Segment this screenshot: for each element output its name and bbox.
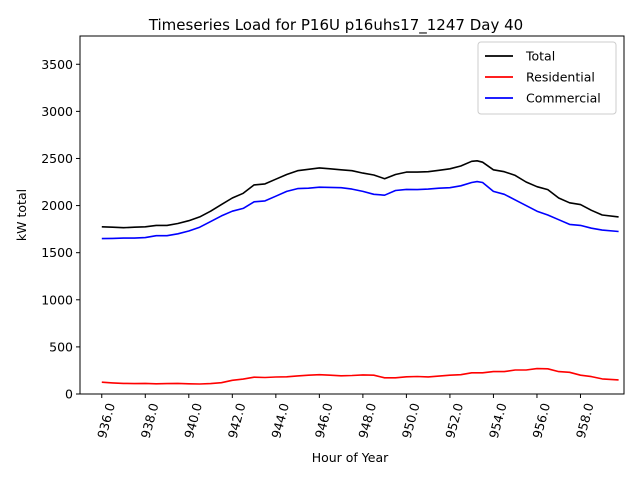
series-line-residential	[101, 367, 619, 385]
x-tick-label: 942.0	[225, 401, 249, 439]
y-axis-label: kW total	[14, 189, 29, 241]
x-tick-label: 952.0	[442, 401, 466, 439]
series-line-total	[101, 160, 619, 229]
y-tick-label: 3000	[41, 104, 73, 119]
series-line-commercial	[101, 180, 619, 240]
x-tick-label: 940.0	[181, 401, 205, 439]
x-axis: 936.0 938.0 940.0 942.0 944.0 946.0 948.0 950.0…	[94, 394, 597, 440]
x-tick-label: 946.0	[312, 401, 336, 439]
y-tick-label: 1000	[41, 292, 73, 307]
y-tick-label: 2500	[41, 151, 73, 166]
y-tick-label: 500	[49, 339, 73, 354]
y-tick-label: 0	[65, 387, 73, 402]
series-layer	[101, 160, 619, 385]
y-tick-label: 1500	[41, 245, 73, 260]
legend-label-commercial: Commercial	[526, 91, 601, 106]
x-tick-label: 956.0	[529, 401, 553, 439]
legend: Total Residential Commercial	[477, 41, 617, 115]
x-tick-label: 944.0	[268, 401, 292, 439]
x-tick-label: 938.0	[138, 401, 162, 439]
x-tick-label: 954.0	[486, 401, 510, 439]
legend-label-residential: Residential	[526, 70, 595, 85]
x-tick-label: 950.0	[399, 401, 423, 439]
y-tick-label: 2000	[41, 198, 73, 213]
legend-label-total: Total	[525, 49, 555, 64]
chart-title: Timeseries Load for P16U p16uhs17_1247 D…	[148, 16, 523, 35]
x-tick-label: 936.0	[94, 401, 118, 439]
x-tick-label: 948.0	[355, 401, 379, 439]
y-axis: 0 500 1000 1500 2000 2500 3000 3500	[41, 57, 80, 402]
x-tick-label: 958.0	[573, 401, 597, 439]
legend-frame	[477, 41, 617, 115]
x-axis-label: Hour of Year	[312, 450, 389, 465]
y-tick-label: 3500	[41, 57, 73, 72]
